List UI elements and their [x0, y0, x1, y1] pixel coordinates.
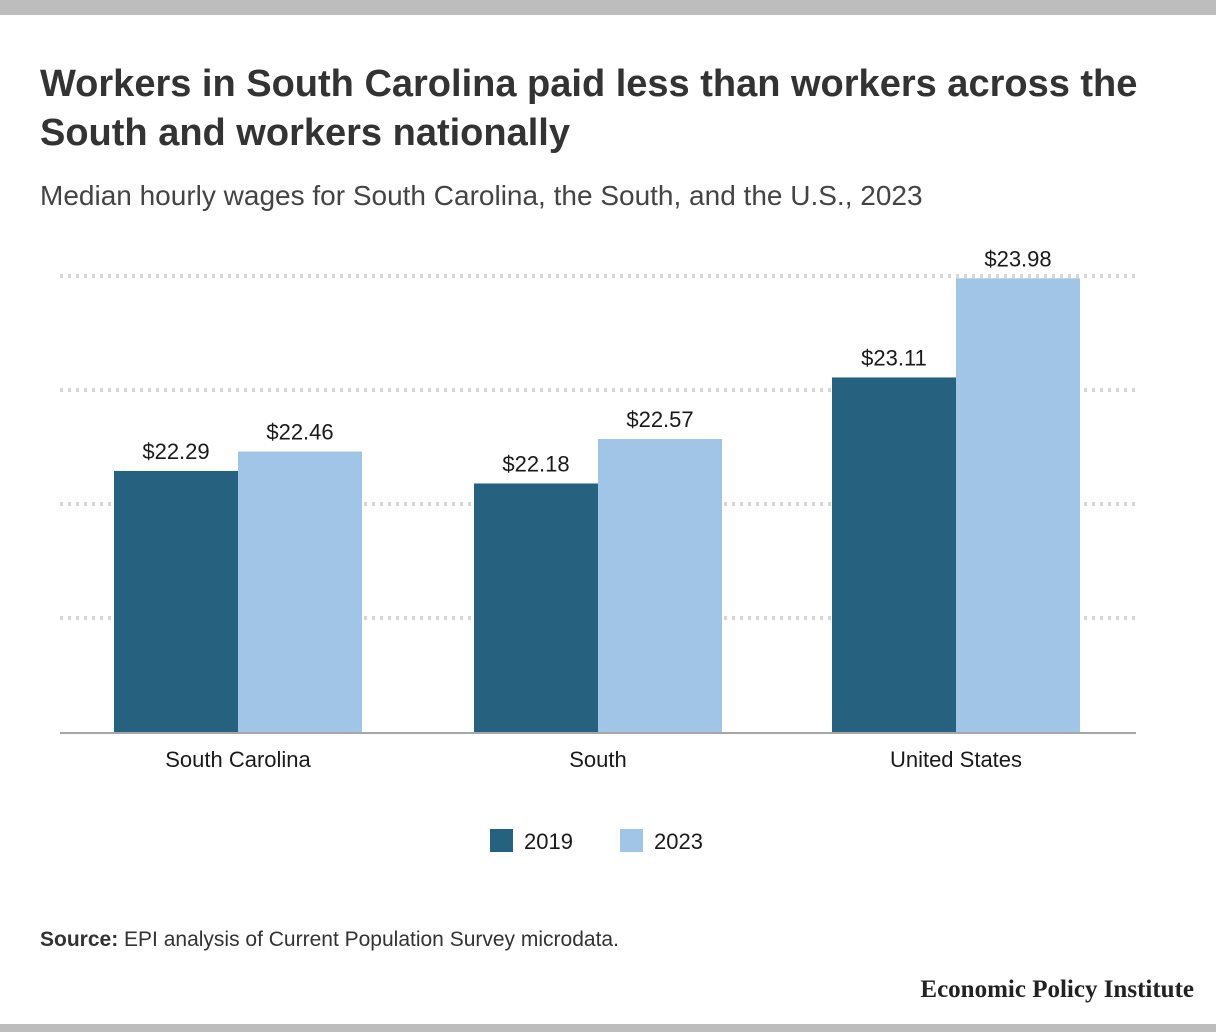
brand-wordmark: Economic Policy Institute: [920, 976, 1194, 1003]
data-label: $22.18: [502, 451, 569, 476]
chart-title: Workers in South Carolina paid less than…: [40, 63, 1138, 154]
legend-swatch-2019: [490, 829, 513, 852]
legend-swatch-2023: [620, 829, 643, 852]
data-label: $22.46: [266, 420, 333, 445]
source-note: Source: EPI analysis of Current Populati…: [40, 926, 619, 954]
x-tick-label: United States: [890, 747, 1022, 772]
data-label: $22.57: [626, 407, 693, 432]
top-border: [0, 0, 1216, 15]
legend-label-2019: 2019: [524, 829, 573, 854]
legend: 2019 2023: [490, 829, 703, 854]
bar-2023-united-states: [956, 278, 1080, 732]
x-axis: South Carolina South United States: [60, 732, 1136, 772]
data-labels: $22.29 $22.46 $22.18 $22.57 $23.11 $23.98: [142, 246, 1051, 476]
bar-2019-south-carolina: [114, 470, 238, 732]
x-tick-label: South Carolina: [165, 747, 311, 772]
bar-2019-united-states: [832, 377, 956, 732]
data-label: $23.11: [861, 345, 927, 370]
bars: [114, 278, 1080, 732]
bar-2023-south: [598, 439, 722, 732]
bottom-border: [0, 1024, 1216, 1032]
data-label: $23.98: [984, 246, 1051, 271]
source-text: EPI analysis of Current Population Surve…: [118, 928, 619, 951]
data-label: $22.29: [142, 439, 209, 464]
bar-chart: South Carolina South United States $22.29$…: [60, 246, 1136, 854]
chart-subtitle: Median hourly wages for South Carolina, …: [40, 180, 923, 211]
bar-2023-south-carolina: [238, 451, 362, 732]
bar-2019-south: [474, 483, 598, 732]
legend-label-2023: 2023: [654, 829, 703, 854]
source-label: Source:: [40, 928, 119, 951]
x-tick-label: South: [569, 747, 627, 772]
